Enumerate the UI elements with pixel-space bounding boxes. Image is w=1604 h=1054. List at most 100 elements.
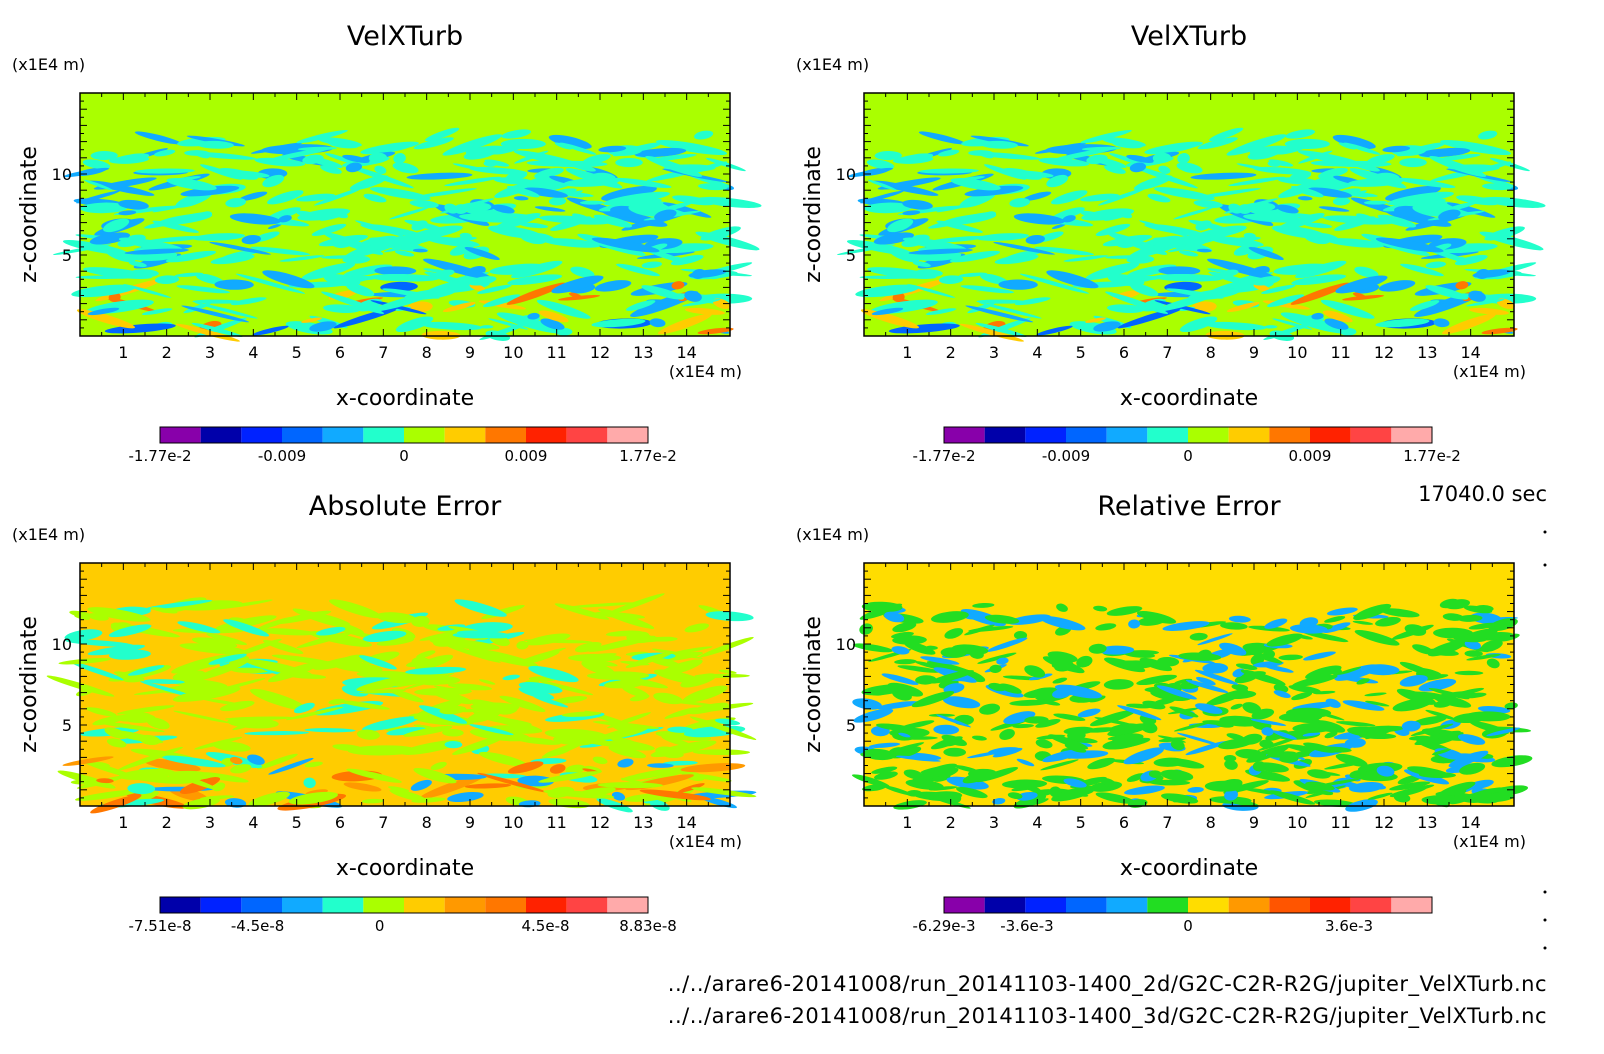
field-patch: [1188, 219, 1228, 231]
field-patch: [1468, 290, 1486, 302]
field-patch: [470, 702, 520, 712]
field-patch: [562, 711, 602, 717]
field-patch: [1464, 650, 1483, 657]
x-axis-label: x-coordinate: [1120, 386, 1258, 411]
field-patch: [62, 756, 114, 766]
field-patch: [656, 139, 728, 156]
field-patch: [1242, 702, 1261, 714]
field-patch: [1179, 316, 1218, 333]
field-patch: [1127, 264, 1177, 277]
field-patch: [333, 661, 383, 673]
field-patch: [1048, 734, 1089, 750]
field-patch: [616, 263, 660, 277]
field-patch: [1007, 792, 1023, 800]
field-patch: [551, 275, 604, 294]
x-tick-label: 2: [162, 343, 172, 362]
field-patch: [1235, 663, 1258, 671]
field-patch: [1313, 771, 1341, 776]
field-patch: [645, 156, 703, 177]
field-patch: [1009, 197, 1030, 208]
field-patch: [174, 272, 204, 277]
colorbar-swatch: [1188, 427, 1229, 443]
field-patch: [1231, 684, 1249, 691]
field-patch: [1261, 727, 1274, 736]
field-patch: [649, 153, 697, 162]
field-patch: [1034, 246, 1094, 256]
field-patch: [906, 752, 942, 760]
field-patch: [1399, 661, 1432, 675]
field-patch: [439, 198, 495, 214]
field-patch: [1077, 708, 1101, 718]
field-patch: [986, 637, 1028, 652]
field-patch: [464, 783, 512, 789]
field-patch: [386, 727, 426, 736]
colorbar-swatch: [566, 427, 608, 443]
field-patch: [1051, 223, 1066, 230]
field-patch: [1266, 751, 1297, 758]
colorbar-swatch: [944, 897, 985, 913]
field-patch: [599, 726, 649, 740]
field-patch: [1385, 185, 1441, 201]
field-patch: [908, 248, 973, 255]
field-patch: [1440, 139, 1512, 156]
field-patch: [1353, 292, 1367, 299]
field-patch: [117, 746, 183, 771]
field-patch: [1349, 168, 1407, 189]
colorbar-tick-label: -4.5e-8: [231, 917, 284, 935]
field-patch: [499, 695, 546, 712]
field-patch: [478, 751, 528, 767]
margin-dot: [1543, 563, 1547, 567]
x-tick-label: 9: [465, 343, 475, 362]
field-patch: [404, 219, 444, 231]
field-patch: [536, 299, 591, 319]
field-patch: [1299, 617, 1319, 628]
field-patch: [1156, 656, 1180, 667]
x-tick-label: 6: [1119, 813, 1129, 832]
field-patch: [464, 246, 500, 261]
field-patch: [539, 680, 594, 696]
field-patch: [977, 652, 1017, 664]
field-patch: [647, 763, 674, 768]
field-patch: [483, 294, 521, 308]
field-patch: [513, 196, 529, 201]
field-patch: [925, 308, 957, 315]
field-patch: [118, 237, 184, 252]
field-patch: [252, 325, 289, 336]
field-patch: [928, 713, 956, 717]
field-patch: [868, 742, 901, 748]
field-patch: [173, 710, 230, 724]
field-patch: [191, 637, 238, 648]
field-patch: [684, 623, 710, 633]
field-patch: [1095, 623, 1117, 631]
colorbar-tick-label: -3.6e-3: [1000, 917, 1053, 935]
field-patch: [965, 305, 1034, 323]
field-patch: [175, 323, 241, 342]
field-patch: [565, 764, 586, 774]
field-patch: [1307, 187, 1352, 198]
field-patch: [1098, 187, 1147, 206]
field-patch: [439, 705, 467, 715]
field-patch: [905, 779, 944, 790]
field-patch: [416, 650, 436, 659]
field-patch: [658, 313, 712, 335]
field-patch: [423, 258, 492, 280]
field-patch: [1433, 699, 1453, 708]
y-axis-unit: (x1E4 m): [12, 525, 85, 544]
field-patch: [1024, 716, 1049, 724]
x-tick-label: 5: [292, 343, 302, 362]
field-patch: [1147, 193, 1171, 203]
field-patch: [154, 275, 180, 285]
field-patch: [598, 608, 655, 629]
x-tick-label: 9: [1249, 813, 1259, 832]
field-patch: [565, 168, 623, 189]
field-patch: [208, 653, 247, 665]
field-patch: [1364, 200, 1388, 205]
field-patch: [1202, 720, 1234, 726]
field-patch: [256, 753, 298, 770]
field-patch: [968, 625, 1014, 632]
x-tick-label: 13: [1417, 343, 1437, 362]
colorbar-tick-label: -1.77e-2: [913, 447, 976, 465]
field-patch: [1148, 779, 1191, 786]
field-patch: [989, 664, 1002, 674]
field-patch: [347, 745, 418, 756]
